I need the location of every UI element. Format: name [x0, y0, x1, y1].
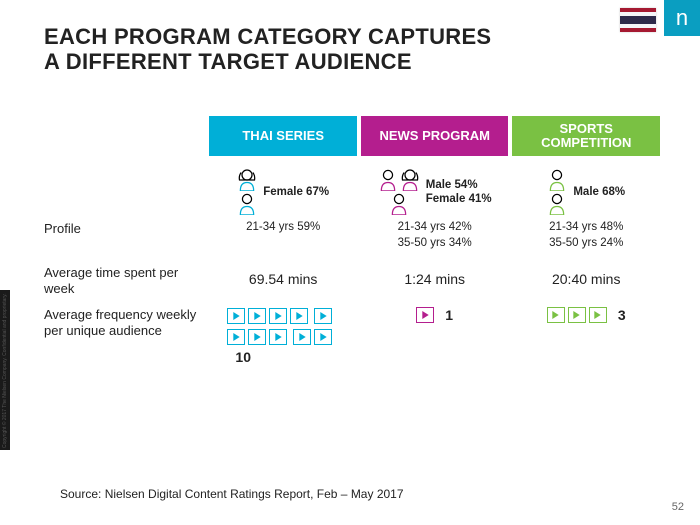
play-icon [293, 329, 311, 345]
profile-line: Female 41% [426, 193, 492, 205]
profile-text-sports: Male 68% [573, 185, 625, 199]
play-icon [227, 329, 245, 345]
freq-sports: 3 [512, 303, 660, 323]
brand-badge: n [664, 0, 700, 36]
freq-value: 3 [618, 307, 626, 323]
play-icon [314, 308, 332, 324]
row-label-time: Average time spent per week [44, 261, 209, 303]
row-label-profile: Profile [44, 166, 209, 261]
freq-value: 1 [445, 307, 453, 323]
age-thai: 21-34 yrs 59% [209, 218, 357, 246]
male-icon [378, 169, 398, 191]
play-icon [416, 307, 434, 323]
age-line: 35-50 yrs 34% [398, 237, 472, 249]
male-icon [389, 193, 409, 215]
age-line: 21-34 yrs 42% [398, 221, 472, 233]
play-icon [248, 329, 266, 345]
age-line: 21-34 yrs 48% [549, 221, 623, 233]
page-number: 52 [672, 501, 684, 513]
title-line-1: EACH PROGRAM CATEGORY CAPTURES [44, 24, 491, 49]
play-icon [248, 308, 266, 324]
profile-text-thai: Female 67% [263, 185, 329, 199]
col-header-thai: THAI SERIES [209, 116, 357, 156]
male-icon [237, 193, 257, 215]
time-sports: 20:40 mins [512, 261, 660, 303]
profile-text-news: Male 54% Female 41% [426, 178, 492, 207]
comparison-table: THAI SERIES NEWS PROGRAM SPORTS COMPETIT… [44, 116, 664, 365]
copyright-text: Copyright © 2017 The Nielsen Company. Co… [2, 293, 8, 448]
page-title: EACH PROGRAM CATEGORY CAPTURES A DIFFERE… [44, 24, 491, 75]
header-spacer [44, 116, 209, 156]
play-icon [547, 307, 565, 323]
thailand-flag-icon [620, 8, 656, 32]
col-header-sports: SPORTS COMPETITION [512, 116, 660, 156]
play-icon [314, 329, 332, 345]
male-icon [547, 169, 567, 191]
time-news: 1:24 mins [361, 261, 509, 303]
freq-thai: 10 [209, 303, 357, 365]
play-icon [568, 307, 586, 323]
profile-line: Male 54% [426, 179, 478, 191]
age-sports: 21-34 yrs 48% 35-50 yrs 24% [512, 218, 660, 261]
time-thai: 69.54 mins [209, 261, 357, 303]
age-line: 35-50 yrs 24% [549, 237, 623, 249]
play-icon [589, 307, 607, 323]
col-header-news: NEWS PROGRAM [361, 116, 509, 156]
freq-news: 1 [361, 303, 509, 323]
profile-news: Male 54% Female 41% [361, 166, 509, 218]
age-news: 21-34 yrs 42% 35-50 yrs 34% [361, 218, 509, 261]
freq-value: 10 [235, 349, 251, 365]
source-text: Source: Nielsen Digital Content Ratings … [60, 487, 404, 501]
title-line-2: A DIFFERENT TARGET AUDIENCE [44, 49, 412, 74]
play-icon [269, 308, 287, 324]
male-icon [547, 193, 567, 215]
play-icon [290, 308, 308, 324]
profile-sports: Male 68% [512, 166, 660, 218]
play-icon [227, 308, 245, 324]
female-icon [400, 169, 420, 191]
female-icon [237, 169, 257, 191]
row-label-freq: Average frequency weekly per unique audi… [44, 303, 209, 365]
play-icon [269, 329, 287, 345]
profile-thai: Female 67% [209, 166, 357, 218]
